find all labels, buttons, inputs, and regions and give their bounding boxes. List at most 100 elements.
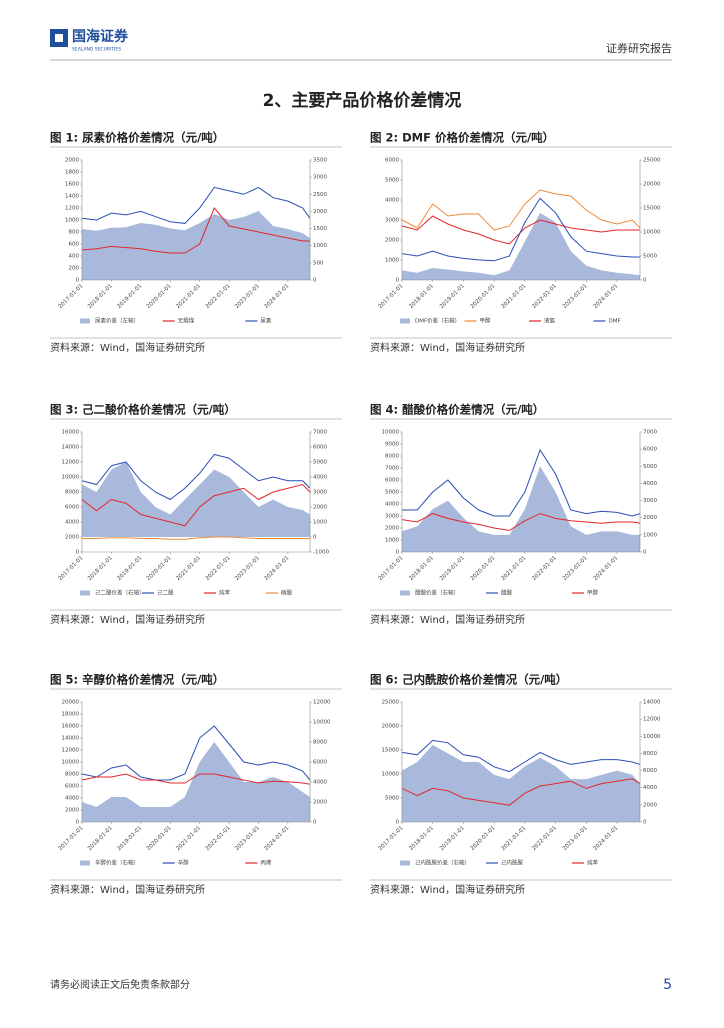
legend-label: 甲醇 <box>587 589 599 597</box>
legend-label: 尿素价差（左轴） <box>95 317 139 325</box>
legend-swatch <box>80 318 90 324</box>
page-number: 5 <box>663 977 672 993</box>
figure-source: 资料来源：Wind，国海证券研究所 <box>370 613 525 626</box>
y-tick-label: 8000 <box>65 772 79 778</box>
y2-tick-label: 0 <box>313 535 317 541</box>
y2-tick-label: 3000 <box>313 175 327 181</box>
x-tick-label: 2022-01-01 <box>205 283 232 310</box>
x-tick-label: 2018-01-01 <box>408 555 435 582</box>
series-line <box>81 453 311 501</box>
y2-tick-label: 12000 <box>313 700 331 706</box>
report-type: 证券研究报告 <box>606 41 672 55</box>
y-tick-label: 25000 <box>382 700 400 706</box>
y2-tick-label: 20000 <box>643 182 661 188</box>
y2-tick-label: 1000 <box>643 532 657 538</box>
x-tick-label: 2020-01-01 <box>146 825 173 852</box>
y2-tick-label: 4000 <box>643 785 657 791</box>
x-tick-label: 2023-01-01 <box>562 555 589 582</box>
legend-swatch <box>80 860 90 866</box>
y2-tick-label: 2000 <box>643 802 657 808</box>
y-tick-label: 10000 <box>382 430 400 436</box>
x-tick-label: 2023-01-01 <box>562 825 589 852</box>
x-tick-label: 2020-01-01 <box>470 283 497 310</box>
x-tick-label: 2021-01-01 <box>500 283 527 310</box>
y-tick-label: 5000 <box>385 178 399 184</box>
y2-tick-label: 12000 <box>643 717 661 723</box>
y-tick-label: 7000 <box>385 466 399 472</box>
y2-tick-label: 2000 <box>643 515 657 521</box>
y-tick-label: 4000 <box>385 198 399 204</box>
y-tick-label: 0 <box>396 550 400 556</box>
x-tick-label: 2018-01-01 <box>408 825 435 852</box>
series-area <box>82 462 310 537</box>
y-tick-label: 0 <box>76 278 80 284</box>
y-tick-label: 1000 <box>385 538 399 544</box>
legend-swatch <box>400 860 410 866</box>
series-area <box>82 211 310 280</box>
figure-title: 图 3: 己二酸价格价差情况（元/吨） <box>50 403 236 417</box>
y-tick-label: 5000 <box>385 490 399 496</box>
series-area <box>402 212 640 280</box>
y-tick-label: 16000 <box>62 430 80 436</box>
x-tick-label: 2017-01-01 <box>58 555 85 582</box>
legend-label: 己二酸 <box>157 589 174 597</box>
y2-tick-label: 5000 <box>643 254 657 260</box>
figure-title: 图 1: 尿素价格价差情况（元/吨） <box>50 131 224 145</box>
series-line <box>401 197 640 262</box>
disclaimer: 请务必阅读正文后免责条款部分 <box>50 978 190 991</box>
y-tick-label: 1000 <box>65 218 79 224</box>
y-tick-label: 1600 <box>65 182 79 188</box>
y2-tick-label: 8000 <box>643 751 657 757</box>
legend-swatch <box>400 590 410 596</box>
y2-tick-label: 500 <box>313 260 324 266</box>
x-tick-label: 2022-01-01 <box>531 825 558 852</box>
y2-tick-label: 3000 <box>643 498 657 504</box>
x-tick-label: 2018-01-01 <box>408 283 435 310</box>
y2-tick-label: 1000 <box>313 243 327 249</box>
x-tick-label: 2020-01-01 <box>146 283 173 310</box>
series-line <box>82 536 310 540</box>
y-tick-label: 12000 <box>62 748 80 754</box>
figure-source: 资料来源：Wind，国海证券研究所 <box>50 883 205 896</box>
y2-tick-label: 2000 <box>313 800 327 806</box>
x-tick-label: 2022-01-01 <box>205 555 232 582</box>
legend-label: 丙烯 <box>260 859 272 867</box>
series-line <box>401 739 641 773</box>
x-tick-label: 2019-01-01 <box>116 825 143 852</box>
series-area <box>402 744 640 822</box>
y2-tick-label: 0 <box>643 278 647 284</box>
x-tick-label: 2019-01-01 <box>116 283 143 310</box>
section-title: 2、主要产品价格价差情况 <box>263 90 462 111</box>
x-tick-label: 2020-01-01 <box>470 555 497 582</box>
y-tick-label: 2000 <box>65 158 79 164</box>
y2-tick-label: 6000 <box>313 445 327 451</box>
series-line <box>401 778 641 806</box>
legend-label: 液氨 <box>544 317 556 325</box>
logo-name: 国海证券 <box>72 28 129 45</box>
series-line <box>401 215 640 245</box>
y-tick-label: 14000 <box>62 736 80 742</box>
series-line <box>401 189 641 231</box>
x-tick-label: 2023-01-01 <box>234 555 261 582</box>
y-tick-label: 20000 <box>382 724 400 730</box>
x-tick-label: 2021-01-01 <box>175 555 202 582</box>
y2-tick-label: 6000 <box>643 447 657 453</box>
y2-tick-label: -1000 <box>313 550 329 556</box>
legend-label: 己内酰胺 <box>501 859 524 867</box>
x-tick-label: 2020-01-01 <box>146 555 173 582</box>
x-tick-label: 2020-01-01 <box>470 825 497 852</box>
y2-tick-label: 14000 <box>643 700 661 706</box>
figure: 图 4: 醋酸价格价差情况（元/吨） 资料来源：Wind，国海证券研究所 0 1000… <box>370 403 672 626</box>
y2-tick-label: 7000 <box>643 430 657 436</box>
y2-tick-label: 10000 <box>643 734 661 740</box>
y2-tick-label: 0 <box>313 278 317 284</box>
y-tick-label: 1000 <box>385 258 399 264</box>
legend-label: 辛醇价差（右轴） <box>95 859 139 867</box>
series-line <box>401 513 641 531</box>
y-tick-label: 20000 <box>62 700 80 706</box>
legend-label: DMF <box>609 319 621 325</box>
y-tick-label: 3000 <box>385 218 399 224</box>
figure: 图 5: 辛醇价格价差情况（元/吨） 资料来源：Wind，国海证券研究所 0 2000… <box>50 673 342 896</box>
x-tick-label: 2021-01-01 <box>500 825 527 852</box>
y2-tick-label: 1500 <box>313 226 327 232</box>
